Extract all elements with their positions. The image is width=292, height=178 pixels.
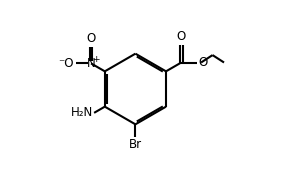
- Text: Br: Br: [129, 138, 142, 151]
- Text: O: O: [86, 32, 96, 45]
- Text: O: O: [177, 30, 186, 43]
- Text: +: +: [92, 55, 100, 64]
- Text: O: O: [198, 56, 207, 69]
- Text: N: N: [87, 57, 95, 70]
- Text: H₂N: H₂N: [70, 106, 93, 119]
- Text: ⁻O: ⁻O: [58, 57, 74, 70]
